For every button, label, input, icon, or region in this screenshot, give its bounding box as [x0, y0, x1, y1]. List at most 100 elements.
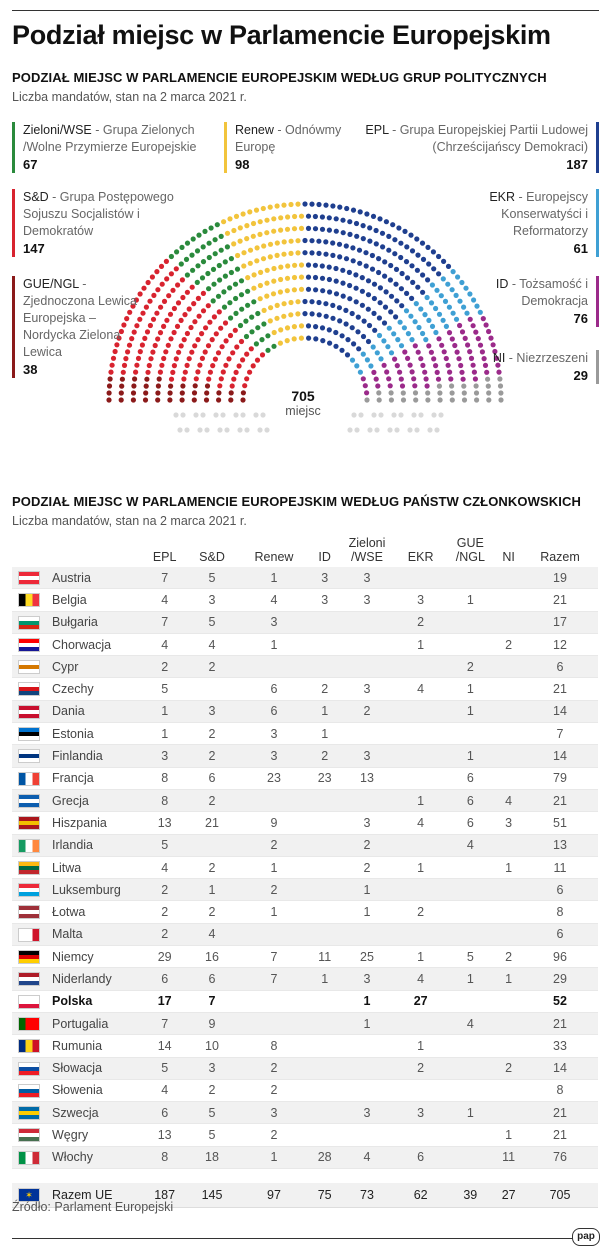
- flag-icon: [18, 905, 40, 920]
- seat-sd: [108, 369, 114, 375]
- seat-epl: [382, 273, 388, 279]
- seat-renew: [288, 312, 294, 318]
- seat-renew: [278, 227, 284, 233]
- cell-value: 3: [187, 588, 237, 612]
- seat-epl: [323, 239, 329, 245]
- country-name: Łotwa: [46, 900, 142, 924]
- seat-sd: [142, 335, 148, 341]
- seat-epl: [377, 285, 383, 291]
- cell-value: [338, 923, 396, 947]
- cell-value: 73: [338, 1183, 396, 1209]
- seat-ekr: [440, 317, 446, 323]
- seat-zieloniwse: [206, 240, 212, 246]
- seat-epl: [336, 305, 342, 311]
- cell-value: 6: [187, 767, 237, 790]
- empty-seat: [224, 427, 230, 433]
- seat-renew: [237, 238, 243, 244]
- country-name: Chorwacja: [46, 633, 142, 657]
- cell-value: 1: [495, 1123, 522, 1147]
- table-row: Estonia 1 2 3 1 7: [12, 722, 598, 746]
- seat-epl: [350, 258, 356, 264]
- cell-value: [495, 1079, 522, 1103]
- seat-id: [407, 362, 413, 368]
- seat-epl: [316, 299, 322, 306]
- flag-icon: [18, 1106, 40, 1121]
- seat-id: [452, 342, 458, 349]
- seat-epl: [349, 310, 355, 317]
- seat-zieloniwse: [212, 237, 218, 243]
- seat-epl: [319, 226, 326, 232]
- seat-guengl: [118, 390, 124, 396]
- seat-epl: [399, 270, 405, 277]
- legend-abbr: EKR: [489, 190, 516, 204]
- flag-icon: [18, 615, 40, 630]
- cell-value: 4: [445, 1012, 496, 1036]
- cell-value: [495, 700, 522, 724]
- seat-sd: [197, 362, 203, 368]
- seat-zieloniwse: [216, 262, 222, 269]
- seat-sd: [244, 351, 250, 357]
- seat-: [486, 397, 492, 403]
- seat-epl: [320, 338, 326, 344]
- seat-ekr: [423, 337, 429, 343]
- seat-guengl: [130, 390, 137, 396]
- empty-seat: [257, 427, 263, 433]
- seat-zieloniwse: [222, 273, 228, 279]
- seat-renew: [288, 238, 294, 244]
- seat-sd: [200, 308, 207, 314]
- cell-value: 5: [142, 1057, 188, 1080]
- seat-ekr: [408, 313, 414, 319]
- country-name: Polska: [46, 990, 142, 1013]
- seat-epl: [306, 335, 312, 341]
- seat-epl: [436, 253, 442, 260]
- seat-ni: [436, 383, 442, 389]
- seat-zieloniwse: [265, 347, 271, 353]
- seat-sd: [154, 310, 160, 316]
- country-name: Szwecja: [46, 1101, 142, 1125]
- cell-value: 1: [495, 967, 522, 991]
- cell-value: 2: [311, 677, 338, 701]
- seat-epl: [309, 201, 315, 207]
- cell-value: 7: [236, 967, 312, 991]
- seat-id: [373, 376, 379, 382]
- seat-epl: [360, 236, 366, 242]
- total-seats: 705: [291, 388, 315, 404]
- seat-guengl: [191, 397, 197, 403]
- seat-sd: [126, 342, 133, 348]
- flag-icon: [18, 972, 40, 987]
- seat-epl: [326, 227, 332, 233]
- cell-value: [495, 1034, 522, 1058]
- seat-renew: [254, 245, 260, 251]
- seat-renew: [288, 250, 294, 256]
- seat-epl: [382, 304, 389, 310]
- seat-guengl: [155, 397, 161, 403]
- cell-value: 4: [142, 633, 188, 657]
- seat-renew: [274, 315, 280, 321]
- cell-value: 3: [187, 700, 237, 724]
- seat-epl: [360, 333, 367, 340]
- seat-renew: [284, 275, 291, 281]
- empty-seat: [233, 412, 239, 418]
- country-name: Estonia: [46, 722, 142, 746]
- seat-epl: [403, 259, 410, 265]
- flag-icon: [18, 860, 40, 875]
- seat-epl: [312, 226, 319, 232]
- seat-sd: [163, 258, 169, 264]
- seat-zieloniwse: [251, 299, 257, 305]
- cell-value: 1: [445, 588, 496, 612]
- legend-renew: Renew - Odnówmy Europę 98: [224, 122, 365, 173]
- cell-value: [495, 878, 522, 902]
- seat-epl: [351, 341, 357, 347]
- seat-epl: [316, 312, 322, 318]
- seat-id: [434, 369, 440, 375]
- seat-sd: [112, 348, 118, 355]
- seat-guengl: [118, 397, 124, 403]
- cell-value: 1: [445, 700, 496, 724]
- cell-value: 28: [311, 1146, 338, 1170]
- seat-id: [458, 362, 464, 369]
- cell-value: 7: [142, 567, 188, 590]
- seat-sd: [175, 282, 181, 288]
- cell-value: [311, 990, 338, 1013]
- seat-zieloniwse: [222, 259, 228, 265]
- table-row: Portugalia 7 9 1 4 21: [12, 1012, 598, 1036]
